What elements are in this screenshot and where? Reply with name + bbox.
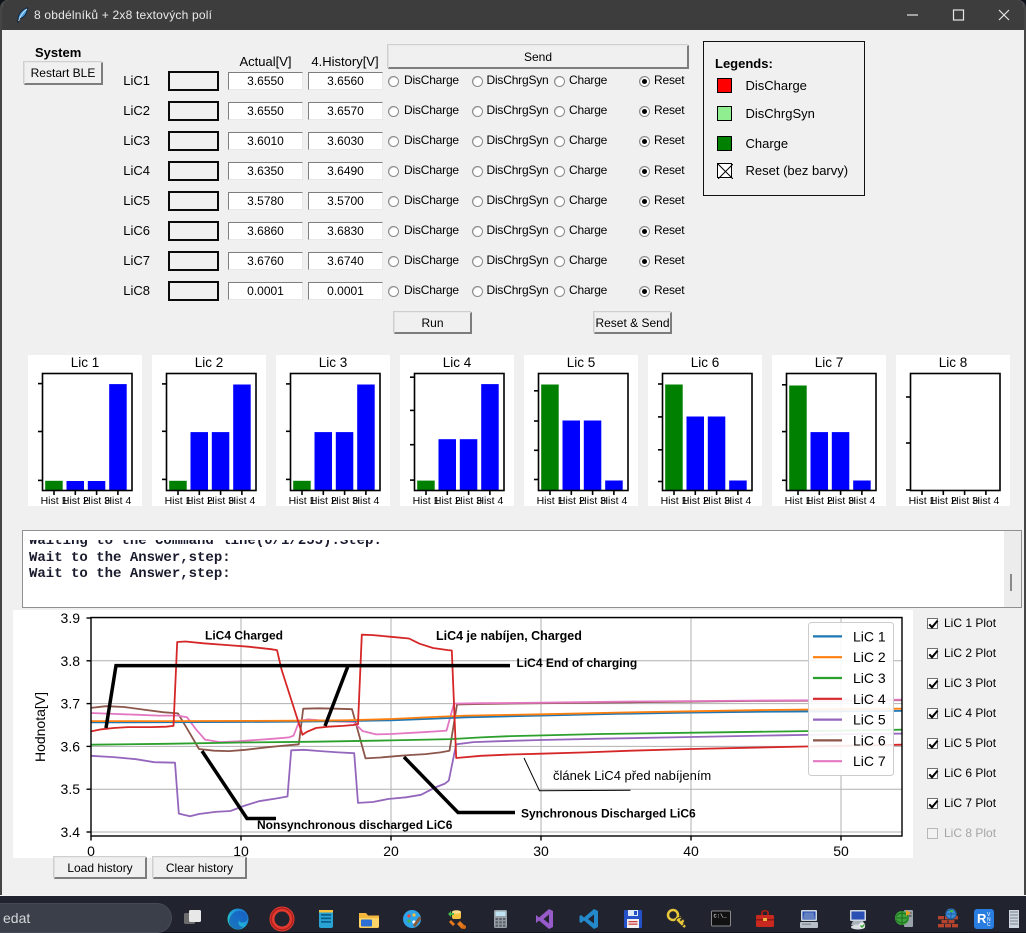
svg-text:LiC 6: LiC 6 [853,732,886,748]
svg-text:LiC4 Charged: LiC4 Charged [205,629,283,643]
svg-text:LiC 3: LiC 3 [853,670,886,686]
svg-text:20: 20 [383,843,399,858]
svg-text:30: 30 [533,843,549,858]
svg-text:3.5: 3.5 [61,781,81,797]
svg-text:3.8: 3.8 [61,653,81,669]
svg-text:40: 40 [683,843,699,858]
svg-text:LiC 5: LiC 5 [853,712,886,728]
svg-text:3.4: 3.4 [61,824,81,840]
svg-text:LiC 1: LiC 1 [853,628,886,644]
svg-text:50: 50 [833,843,849,858]
svg-text:LiC 2: LiC 2 [853,649,886,665]
svg-text:Hodnota[V]: Hodnota[V] [32,692,48,762]
svg-text:0: 0 [87,843,95,858]
svg-text:LiC 7: LiC 7 [853,753,886,769]
svg-text:3.6: 3.6 [61,738,81,754]
svg-text:10: 10 [233,843,249,858]
svg-text:V: V [987,912,991,918]
svg-text:3.9: 3.9 [61,610,81,626]
svg-text:C:\_: C:\_ [714,913,728,920]
svg-text:Nonsynchronous discharged LiC6: Nonsynchronous discharged LiC6 [257,818,453,832]
svg-text:R: R [977,911,987,926]
svg-text:Synchronous Discharged LiC6: Synchronous Discharged LiC6 [521,807,696,821]
svg-text:článek LiC4 před nabíjením: článek LiC4 před nabíjením [553,768,711,783]
svg-text:N: N [987,917,991,923]
svg-text:LiC 4: LiC 4 [853,691,886,707]
svg-text:C: C [987,922,991,928]
svg-text:LiC4 je nabíjen, Charged: LiC4 je nabíjen, Charged [436,629,582,643]
svg-text:LiC4 End of charging: LiC4 End of charging [517,656,638,670]
svg-text:3.7: 3.7 [61,696,81,712]
